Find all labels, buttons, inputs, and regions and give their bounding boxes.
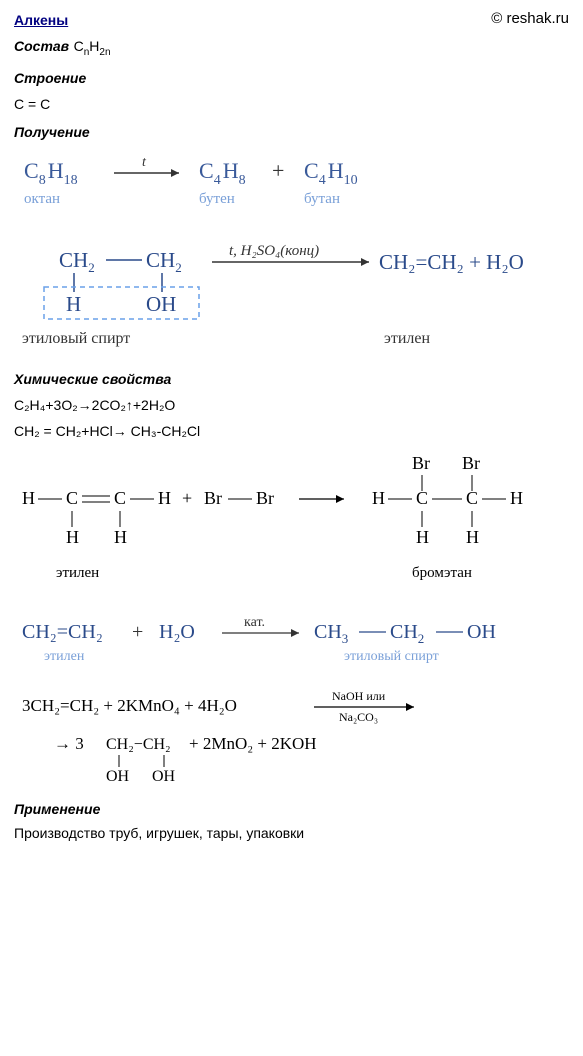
svg-text:CH3: CH3 (314, 621, 348, 646)
preparation-label: Получение (14, 124, 569, 140)
structure-label: Строение (14, 70, 569, 86)
diagram-kmno4: 3CH₂=CH₂ + 2KMnO₄ + 4H₂O NaOH или Na₂CO₃… (14, 687, 569, 787)
svg-text:H: H (66, 292, 81, 316)
svg-text:C4H8: C4H8 (199, 158, 246, 188)
svg-text:H: H (114, 527, 127, 547)
svg-text:NaOH или: NaOH или (332, 689, 386, 703)
svg-text:OH: OH (152, 768, 176, 782)
svg-text:H₂O: H₂O (159, 621, 195, 643)
svg-text:этилен: этилен (44, 649, 85, 664)
svg-text:OH: OH (146, 292, 176, 316)
svg-text:C: C (466, 488, 478, 508)
svg-text:C: C (66, 488, 78, 508)
svg-text:бутан: бутан (304, 191, 340, 207)
svg-text:CH2: CH2 (390, 621, 424, 646)
svg-text:этилен: этилен (384, 330, 431, 347)
svg-text:H: H (66, 527, 79, 547)
svg-text:CH2: CH2 (59, 248, 95, 275)
chemprops-eq1: C₂H₄+3O₂→2CO₂↑+2H₂O (14, 397, 569, 413)
svg-text:+: + (272, 158, 284, 183)
svg-text:этилен: этилен (56, 565, 99, 581)
page-title: Алкены (14, 12, 569, 28)
svg-text:CH₂=CH₂: CH₂=CH₂ (22, 621, 103, 643)
svg-text:Na₂CO₃: Na₂CO₃ (339, 710, 378, 724)
svg-text:H: H (416, 527, 429, 547)
svg-text:этиловый спирт: этиловый спирт (22, 330, 130, 347)
svg-text:OH: OH (106, 768, 130, 782)
chemprops-label: Химические свойства (14, 371, 569, 387)
application-label: Применение (14, 801, 569, 817)
svg-text:CH₂=CH₂ + H₂O: CH₂=CH₂ + H₂O (379, 250, 524, 274)
svg-text:C4H10: C4H10 (304, 158, 358, 188)
chemprops-eq2: CH₂ = CH₂+HCl→ CH₃-CH₂Cl (14, 423, 569, 439)
svg-text:C: C (114, 488, 126, 508)
svg-text:Br: Br (256, 488, 274, 508)
watermark: © reshak.ru (491, 10, 569, 27)
svg-text:бромэтан: бромэтан (412, 565, 472, 581)
svg-text:+: + (132, 621, 143, 643)
svg-text:H: H (510, 488, 523, 508)
svg-text:бутен: бутен (199, 191, 235, 207)
diagram-hydration: CH₂=CH₂ + H₂O кат. CH3 CH2 OH этилен эти… (14, 608, 569, 673)
structure-eq: C = C (14, 96, 569, 112)
svg-text:C8H18: C8H18 (24, 158, 78, 188)
svg-text:t, H₂SO₄(конц): t, H₂SO₄(конц) (229, 243, 319, 259)
svg-text:H: H (22, 488, 35, 508)
diagram-dehydration: CH2 CH2 H OH t, H₂SO₄(конц) CH₂=CH₂ + H₂… (14, 237, 569, 357)
svg-text:Br: Br (204, 488, 222, 508)
svg-text:3CH₂=CH₂ + 2KMnO₄ + 4H₂O: 3CH₂=CH₂ + 2KMnO₄ + 4H₂O (22, 696, 237, 715)
svg-text:Br: Br (462, 453, 480, 473)
svg-text:→ 3: → 3 (54, 734, 84, 753)
svg-text:+ 2MnO₂ + 2KOH: + 2MnO₂ + 2KOH (189, 734, 317, 753)
composition-label: Состав (14, 38, 69, 54)
diagram-bromination: H C C H H H + Br Br (14, 449, 569, 594)
svg-text:этиловый спирт: этиловый спирт (344, 649, 439, 664)
svg-text:H: H (466, 527, 479, 547)
svg-text:Br: Br (412, 453, 430, 473)
composition-row: Состав CnH2n (14, 38, 569, 58)
svg-text:H: H (158, 488, 171, 508)
svg-text:OH: OH (467, 621, 496, 643)
svg-text:CH₂−CH₂: CH₂−CH₂ (106, 736, 171, 753)
diagram-cracking: C8H18 C4H8 + C4H10 t октан бутен бутан (14, 148, 569, 223)
svg-text:октан: октан (24, 191, 60, 207)
composition-formula: CnH2n (74, 38, 111, 54)
application-text: Производство труб, игрушек, тары, упаков… (14, 825, 569, 841)
svg-text:H: H (372, 488, 385, 508)
svg-text:+: + (182, 488, 192, 508)
svg-text:CH2: CH2 (146, 248, 182, 275)
svg-text:C: C (416, 488, 428, 508)
svg-text:кат.: кат. (244, 615, 265, 630)
svg-text:t: t (142, 155, 147, 170)
